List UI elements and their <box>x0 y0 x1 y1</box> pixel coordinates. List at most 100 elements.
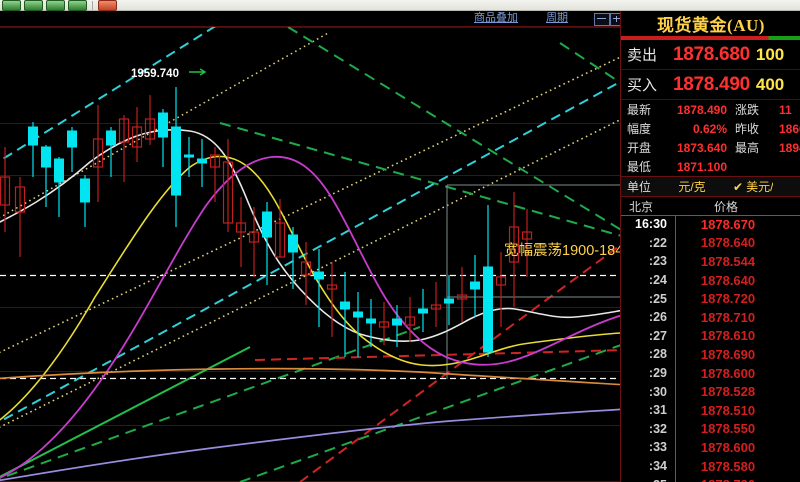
tick-time: :24 <box>648 273 667 288</box>
unit-option-usd[interactable]: 美元/ <box>746 180 774 194</box>
candlestick[interactable] <box>340 272 350 357</box>
candlestick[interactable] <box>144 95 156 145</box>
app-icon-green-4-icon[interactable] <box>68 0 87 11</box>
quote-stats-table: 最新 1878.490 涨跌 11 幅度 0.62% 昨收 1866 开盘 1873.640 最高 1… <box>621 100 800 176</box>
tick-price: 1878.710 <box>700 309 756 325</box>
app-icon-green-2-icon[interactable] <box>24 0 43 11</box>
tick-row[interactable]: :28 1878.690 <box>621 345 800 364</box>
candlestick[interactable] <box>456 267 468 322</box>
candle-body <box>274 222 286 258</box>
tick-row[interactable]: :33 1878.600 <box>621 438 800 457</box>
unit-selector-row[interactable]: 单位 元/克 ✔ 美元/ <box>621 176 800 197</box>
tick-row[interactable]: :351878.730 <box>621 475 800 482</box>
candlestick[interactable] <box>209 147 221 202</box>
app-icon-green-3-icon[interactable] <box>46 0 65 11</box>
tick-price: 1878.730 <box>673 477 800 482</box>
stat-label: 幅度 <box>627 122 652 136</box>
candlestick[interactable] <box>470 255 480 317</box>
candlestick[interactable] <box>274 199 286 258</box>
candlestick[interactable] <box>444 275 454 325</box>
candlestick[interactable] <box>41 145 51 207</box>
candlestick[interactable] <box>418 289 428 332</box>
tick-row[interactable]: :22 1878.640 <box>621 234 800 253</box>
tick-row[interactable]: :32 1878.550 <box>621 420 800 439</box>
app-icon-green-1-icon[interactable] <box>2 0 21 11</box>
candle-body <box>470 281 480 290</box>
toolbar-separator <box>92 0 93 10</box>
candlestick[interactable] <box>54 157 64 217</box>
candle-body <box>92 138 104 168</box>
tick-list-header: 北京 价格 <box>621 197 800 215</box>
candlestick[interactable] <box>404 297 416 342</box>
stat-value-2: 1894 <box>779 140 800 155</box>
candlestick[interactable] <box>80 175 90 227</box>
instrument-title-bar: 现货黄金(AU) <box>621 11 800 36</box>
candlestick[interactable] <box>262 202 272 285</box>
tick-row[interactable]: :24 1878.640 <box>621 271 800 290</box>
menu-commodity-overlay[interactable]: 商品叠加 <box>474 12 518 24</box>
candlestick[interactable] <box>171 87 181 227</box>
tick-price: 1878.670 <box>700 216 756 232</box>
tick-row[interactable]: :26 1878.710 <box>621 308 800 327</box>
shrink-button-icon[interactable] <box>594 13 610 26</box>
flat-red-dashed-1 <box>254 344 800 361</box>
tick-list[interactable]: 16:30 1878.670:22 1878.640:23 1878.544:24 18… <box>621 215 800 482</box>
candlestick[interactable] <box>314 249 324 327</box>
ask-row[interactable]: 卖出 1878.680 100 <box>621 40 800 70</box>
app-icon-red-1-icon[interactable] <box>98 0 117 11</box>
candlestick[interactable] <box>483 205 493 357</box>
bid-row[interactable]: 买入 1878.490 400 <box>621 70 800 100</box>
stat-value: 0.62% <box>692 121 727 136</box>
candlestick[interactable] <box>14 177 26 257</box>
tick-row[interactable]: :29 1878.600 <box>621 364 800 383</box>
candlestick[interactable] <box>184 137 194 177</box>
candlestick[interactable] <box>288 227 298 289</box>
tick-row[interactable]: :31 1878.510 <box>621 401 800 420</box>
menu-period[interactable]: 周期 <box>546 12 568 24</box>
candlestick[interactable] <box>366 299 376 347</box>
candlestick[interactable] <box>92 105 104 202</box>
candlestick[interactable] <box>495 252 507 327</box>
candlestick[interactable] <box>67 127 77 172</box>
unit-label: 单位 <box>627 180 652 194</box>
candle-body <box>171 126 181 196</box>
candle-body <box>392 318 402 326</box>
candlestick[interactable] <box>235 197 247 267</box>
ask-qty: 100 <box>755 44 785 64</box>
candle-body <box>340 301 350 310</box>
candle-body <box>184 154 194 158</box>
candlestick-series[interactable] <box>0 87 533 357</box>
candlestick[interactable] <box>222 139 234 232</box>
tick-price-header: 价格 <box>713 199 738 214</box>
candlestick[interactable] <box>521 209 533 277</box>
quote-stat-row: 开盘 1873.640 最高 1894 <box>621 138 800 157</box>
candlestick[interactable] <box>430 282 442 327</box>
tick-row[interactable]: :30 1878.528 <box>621 382 800 401</box>
candlestick[interactable] <box>378 302 390 345</box>
tick-row[interactable]: 16:30 1878.670 <box>621 215 800 234</box>
candlestick[interactable] <box>118 115 130 182</box>
candlestick[interactable] <box>131 107 143 162</box>
candlestick[interactable] <box>508 192 520 307</box>
candlestick[interactable] <box>326 262 338 337</box>
ask-price: 1878.680 <box>673 43 750 65</box>
tick-price: 1878.528 <box>700 384 756 400</box>
tick-row[interactable]: :34 1878.580 <box>621 457 800 476</box>
candlestick[interactable] <box>300 242 312 305</box>
tick-time: :22 <box>648 235 667 250</box>
unit-option-cny[interactable]: 元/克 <box>678 180 706 194</box>
candlestick[interactable] <box>392 305 402 347</box>
candlestick[interactable] <box>0 147 11 232</box>
tick-row[interactable]: :23 1878.544 <box>621 252 800 271</box>
candlestick[interactable] <box>353 292 363 357</box>
tick-row[interactable]: :27 1878.610 <box>621 327 800 346</box>
candlestick[interactable] <box>106 127 116 177</box>
tick-row[interactable]: :25 1878.720 <box>621 289 800 308</box>
candle-body <box>378 321 390 328</box>
candlestick[interactable] <box>158 109 168 167</box>
candlestick[interactable] <box>28 122 38 177</box>
candlestick[interactable] <box>248 207 260 277</box>
candlestick[interactable] <box>197 139 207 187</box>
candle-body <box>521 231 533 240</box>
candle-body <box>326 284 338 290</box>
